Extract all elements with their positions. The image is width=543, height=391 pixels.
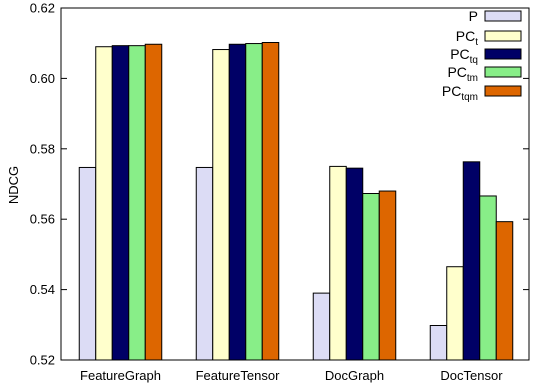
x-tick-label: FeatureGraph	[80, 368, 161, 383]
bar-pct-featuregraph	[95, 46, 113, 361]
bar-p-docgraph	[312, 292, 331, 361]
bar-pctm-featuretensor	[245, 43, 263, 361]
y-tick-label: 0.62	[30, 1, 55, 16]
bar-pctqm-featuretensor	[261, 42, 280, 361]
y-tick-label: 0.56	[30, 212, 55, 227]
legend-swatch-p	[484, 10, 522, 22]
bar-pctq-docgraph	[345, 167, 364, 361]
legend-label-pctm: PCtm	[447, 64, 478, 84]
bar-pctqm-doctensor	[495, 221, 514, 361]
x-tick-label: DocGraph	[325, 368, 384, 383]
legend-swatch-pctm	[484, 66, 522, 78]
axes-group: 0.52 0.54 0.56 0.58 0.60 0.62 FeatureGraph Feat…	[30, 1, 530, 383]
y-tick-label: 0.58	[30, 141, 55, 156]
bar-p-featuretensor	[195, 166, 214, 361]
x-tick-label: FeatureTensor	[196, 368, 280, 383]
y-tick-label: 0.60	[30, 71, 55, 86]
bar-pct-featuretensor	[212, 49, 230, 361]
bar-pctq-doctensor	[462, 161, 481, 361]
legend-label-pctq: PCtq	[450, 46, 478, 66]
bar-pctm-featuregraph	[128, 45, 146, 361]
bar-pctq-featuregraph	[111, 45, 130, 361]
legend-swatch-pctq	[484, 48, 522, 60]
bar-pctm-doctensor	[479, 195, 497, 361]
legend-label-pct: PCt	[456, 28, 478, 48]
legend-swatch-pct	[484, 30, 522, 42]
y-tick-label: 0.54	[30, 282, 55, 297]
legend-swatch-pctqm	[484, 85, 522, 97]
bar-pctqm-featuregraph	[144, 43, 163, 361]
bar-pct-doctensor	[446, 266, 464, 361]
bar-p-featuregraph	[78, 166, 97, 361]
bar-pctm-docgraph	[362, 193, 380, 361]
bar-p-doctensor	[429, 325, 448, 361]
y-tick-label: 0.52	[30, 353, 55, 368]
plot-frame	[60, 7, 530, 361]
x-tick-label: DocTensor	[440, 368, 503, 383]
legend-label-p: P	[469, 8, 478, 24]
bar-pctq-featuretensor	[228, 43, 247, 361]
bar-pctqm-docgraph	[378, 190, 397, 361]
legend-label-pctqm: PCtqm	[442, 83, 478, 103]
bar-pct-docgraph	[329, 165, 347, 361]
y-axis-label: NDCG	[6, 166, 21, 204]
